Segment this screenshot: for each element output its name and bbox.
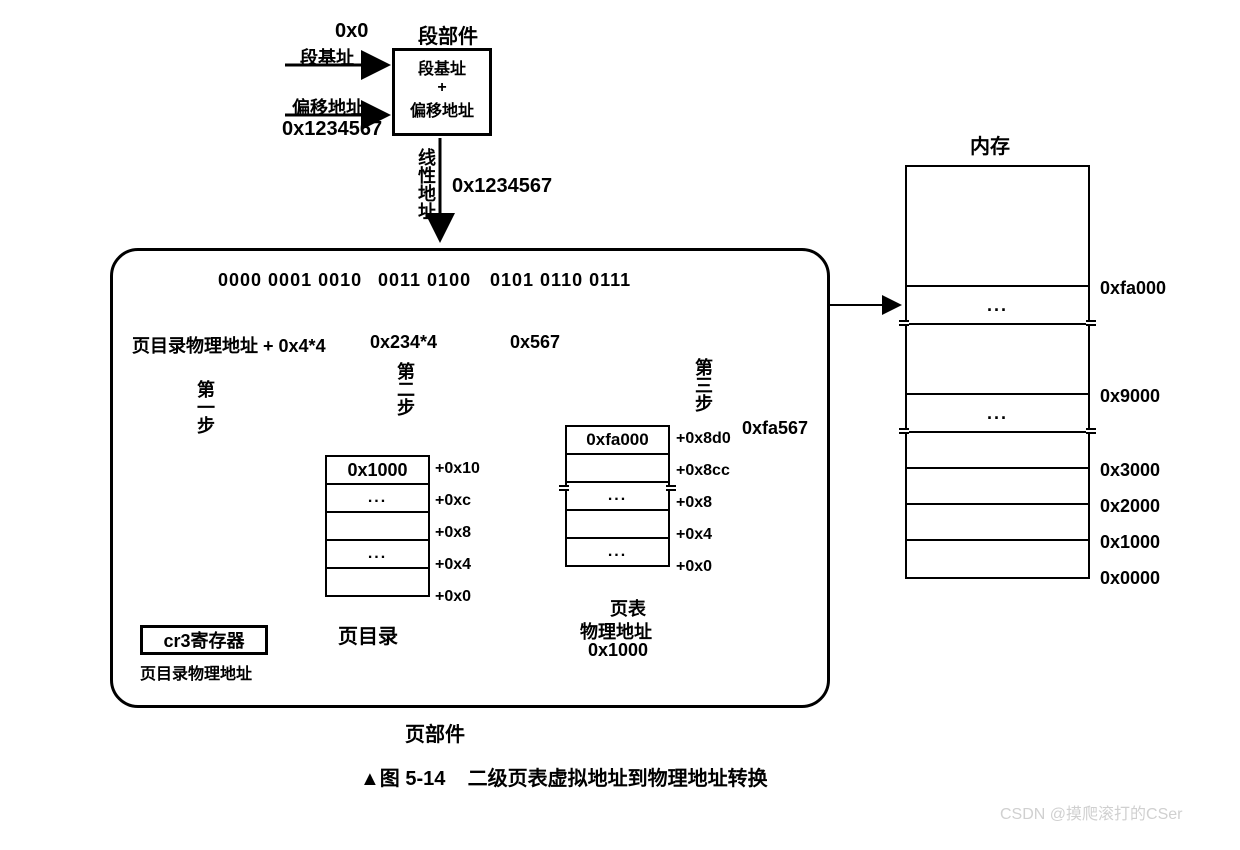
linear-value: 0x1234567	[452, 175, 552, 198]
page-component-label: 页部件	[405, 718, 465, 747]
pdir-title: 页目录	[338, 620, 398, 649]
ptab-r2: ...	[566, 482, 669, 510]
memory-table: ... ...	[905, 165, 1090, 579]
ptab-off2: +0x8	[676, 494, 712, 512]
binary-g3: 0101 0110 0111	[490, 270, 631, 291]
pdir-off4: +0x0	[435, 588, 471, 606]
seg-box-l3: 偏移地址	[395, 97, 489, 121]
binary-g1: 0000 0001 0010	[218, 270, 362, 291]
binary-g2: 0011 0100	[378, 270, 471, 291]
caption-prefix: ▲图 5-14	[360, 768, 445, 790]
pdir-off2: +0x8	[435, 524, 471, 542]
watermark: CSDN @摸爬滚打的CSer	[1000, 800, 1182, 824]
ptab-break-r	[666, 485, 676, 491]
mem-break-l1	[899, 320, 909, 326]
seg-input1-val: 0x0	[335, 20, 368, 43]
mem-lab6: 0x1000	[1100, 532, 1160, 553]
pdir-r3: ...	[326, 540, 429, 568]
cr3-sub: 页目录物理地址	[140, 660, 252, 684]
seg-input1-label: 段基址	[300, 44, 354, 70]
ptab-r0: 0xfa000	[566, 426, 669, 454]
seg-box-plus: +	[395, 79, 489, 97]
mem-break-r1	[1086, 320, 1096, 326]
ptab-off3: +0x4	[676, 526, 712, 544]
result: 0xfa567	[742, 418, 808, 439]
mem-row-dots2: ...	[907, 395, 1088, 433]
pdir-r0: 0x1000	[326, 456, 429, 484]
cr3-box: cr3寄存器	[140, 625, 268, 655]
ptab-off0: +0x8d0	[676, 430, 731, 448]
cr3-label: cr3寄存器	[163, 631, 244, 651]
seg-title: 段部件	[418, 20, 478, 49]
mem-lab2: 0x9000	[1100, 386, 1160, 407]
seg-box: 段基址 + 偏移地址	[392, 48, 492, 136]
split-left: 页目录物理地址 + 0x4*4	[132, 332, 326, 358]
seg-input2-val: 0x1234567	[282, 118, 382, 141]
step1: 第一步	[192, 380, 218, 434]
mem-lab7: 0x0000	[1100, 568, 1160, 589]
pdir-r2	[326, 512, 429, 540]
mem-break-l2	[899, 428, 909, 434]
ptab-r1	[566, 454, 669, 482]
ptab-r4: ...	[566, 538, 669, 566]
split-mid: 0x234*4	[370, 332, 437, 353]
ptab-t3: 0x1000	[588, 640, 648, 661]
pdir-r1: ...	[326, 484, 429, 512]
step2: 第二步	[392, 362, 418, 416]
pdir-off0: +0x10	[435, 460, 480, 478]
ptab-break-l	[559, 485, 569, 491]
split-right: 0x567	[510, 332, 560, 353]
mem-row-dots1: ...	[907, 287, 1088, 325]
pdir-off1: +0xc	[435, 492, 471, 510]
caption: ▲图 5-14 二级页表虚拟地址到物理地址转换	[360, 762, 768, 791]
mem-lab4: 0x3000	[1100, 460, 1160, 481]
seg-input2-label: 偏移地址	[292, 94, 364, 120]
mem-lab5: 0x2000	[1100, 496, 1160, 517]
page-table: 0xfa000 ... ...	[565, 425, 670, 567]
memory-title: 内存	[970, 130, 1010, 159]
caption-text: 二级页表虚拟地址到物理地址转换	[468, 768, 768, 790]
pdir-off3: +0x4	[435, 556, 471, 574]
step3: 第三步	[690, 358, 716, 412]
page-directory: 0x1000 ... ...	[325, 455, 430, 597]
mem-break-r2	[1086, 428, 1096, 434]
seg-box-l1: 段基址	[395, 55, 489, 79]
pdir-r4	[326, 568, 429, 596]
mem-lab0: 0xfa000	[1100, 278, 1166, 299]
ptab-off4: +0x0	[676, 558, 712, 576]
ptab-off1: +0x8cc	[676, 462, 730, 480]
split-left-prefix: 页目录物理地址	[132, 336, 258, 356]
linear-label: 线性地址	[413, 148, 439, 220]
split-left-suffix: + 0x4*4	[263, 336, 326, 356]
ptab-r3	[566, 510, 669, 538]
